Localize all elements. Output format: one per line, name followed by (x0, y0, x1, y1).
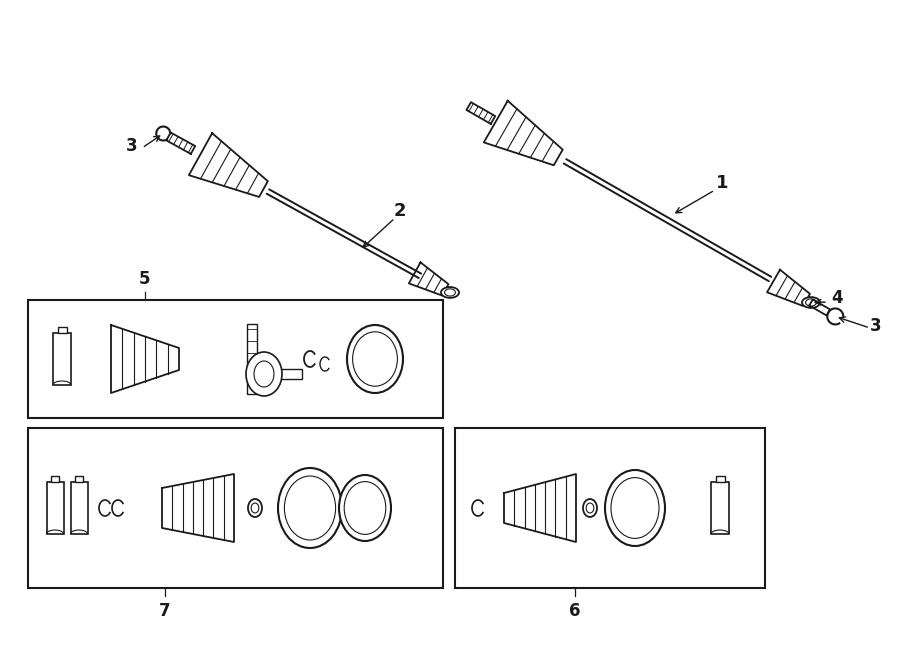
Ellipse shape (611, 478, 659, 539)
Polygon shape (409, 262, 448, 295)
Text: 1: 1 (716, 174, 728, 192)
Ellipse shape (347, 325, 403, 393)
Polygon shape (484, 100, 562, 165)
Bar (53, 333, 71, 385)
Ellipse shape (583, 499, 597, 517)
Polygon shape (809, 299, 830, 315)
Text: 2: 2 (394, 202, 406, 220)
Polygon shape (166, 132, 195, 154)
Text: 4: 4 (832, 289, 842, 307)
Bar (28, 428, 443, 588)
Ellipse shape (278, 468, 342, 548)
Ellipse shape (251, 503, 259, 513)
Ellipse shape (284, 476, 336, 540)
Ellipse shape (339, 475, 391, 541)
Ellipse shape (605, 470, 665, 546)
Ellipse shape (445, 289, 455, 296)
Polygon shape (504, 474, 576, 542)
Polygon shape (189, 133, 268, 197)
Bar (47, 482, 64, 534)
Ellipse shape (586, 503, 594, 513)
Polygon shape (466, 102, 495, 124)
Ellipse shape (441, 287, 459, 298)
Ellipse shape (353, 332, 398, 386)
Ellipse shape (802, 297, 820, 308)
Bar (711, 482, 729, 534)
Text: 6: 6 (569, 602, 580, 620)
Bar (280, 369, 302, 379)
Text: 5: 5 (140, 270, 151, 288)
Polygon shape (767, 270, 810, 306)
Ellipse shape (254, 361, 274, 387)
Ellipse shape (344, 482, 386, 534)
Bar (247, 324, 257, 394)
Bar (58, 327, 67, 333)
Text: 7: 7 (159, 602, 171, 620)
Polygon shape (111, 325, 179, 393)
Bar (70, 482, 87, 534)
Bar (716, 476, 724, 482)
Bar (455, 428, 765, 588)
Polygon shape (162, 474, 234, 542)
Text: 3: 3 (126, 137, 138, 155)
Bar (28, 300, 443, 418)
Ellipse shape (248, 499, 262, 517)
Ellipse shape (246, 352, 282, 396)
Text: 3: 3 (870, 317, 882, 335)
Bar (50, 476, 59, 482)
Bar (75, 476, 83, 482)
Ellipse shape (806, 299, 816, 306)
